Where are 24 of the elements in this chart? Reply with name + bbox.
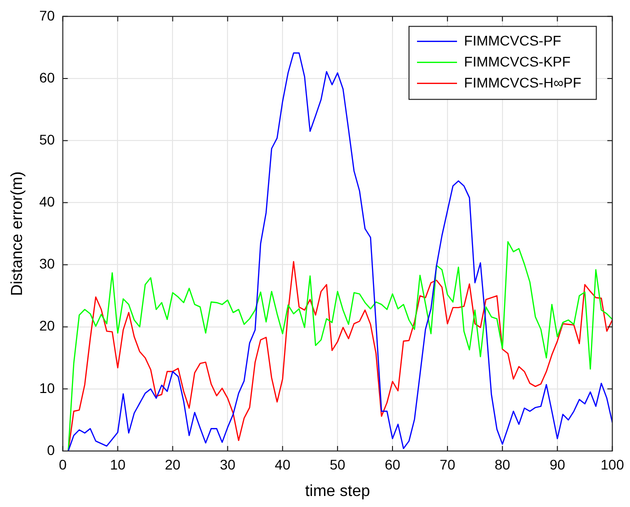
y-tick-label: 60 [39, 69, 55, 86]
x-tick-label: 50 [330, 456, 346, 472]
x-tick-label: 40 [274, 456, 291, 472]
y-axis-title: Distance error(m) [9, 171, 26, 296]
x-axis-title: time step [305, 482, 370, 500]
y-tick-label: 20 [39, 318, 55, 334]
y-tick-label: 0 [46, 442, 55, 458]
x-tick-label: 60 [384, 456, 400, 472]
y-tick-label: 40 [39, 194, 55, 210]
legend-label: FIMMCVCS-KPF [464, 53, 571, 70]
y-tick-label: 10 [39, 380, 55, 396]
x-tick-label: 30 [220, 456, 236, 472]
x-tick-label: 20 [164, 456, 181, 472]
legend-label: FIMMCVCS-PF [464, 32, 562, 48]
x-tick-label: 80 [494, 456, 510, 472]
x-tick-label: 90 [550, 456, 566, 472]
legend-label: FIMMCVCS-H∞PF [464, 74, 582, 90]
x-tick-label: 70 [440, 456, 456, 472]
x-tick-label: 100 [600, 456, 624, 472]
x-tick-label: 10 [110, 456, 126, 472]
y-tick-label: 30 [39, 256, 55, 272]
x-tick-label: 0 [58, 456, 67, 472]
y-tick-label: 70 [39, 7, 55, 24]
y-tick-label: 50 [39, 131, 55, 148]
